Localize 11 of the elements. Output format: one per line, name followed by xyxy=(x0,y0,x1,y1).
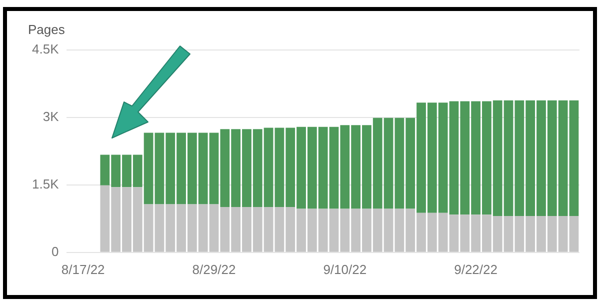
y-tick-label: 1.5K xyxy=(32,176,60,192)
y-tick-label: 3K xyxy=(42,109,60,124)
x-tick-label: 8/29/22 xyxy=(192,262,236,277)
x-tick-label: 9/10/22 xyxy=(323,262,367,277)
y-tick-label: 4.5K xyxy=(32,42,60,57)
x-tick-label: 8/17/22 xyxy=(61,262,105,277)
x-tick-label: 9/22/22 xyxy=(454,262,498,277)
y-tick-label: 0 xyxy=(52,244,59,259)
bar xyxy=(569,100,579,216)
bar xyxy=(569,216,579,252)
y-axis-title: Pages xyxy=(28,22,65,37)
